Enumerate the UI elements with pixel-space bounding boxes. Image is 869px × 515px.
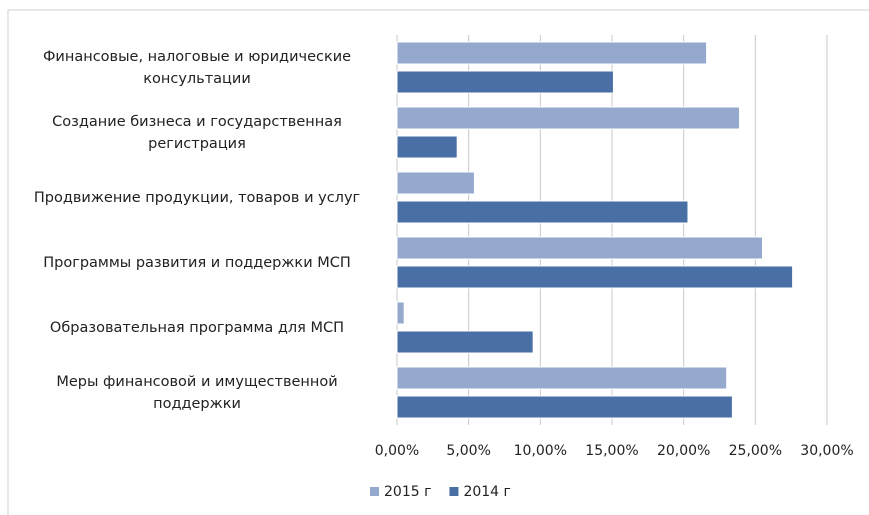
y-tick-label: Создание бизнеса и государственная регис… xyxy=(52,113,342,152)
x-tick-label: 0,00% xyxy=(375,443,419,459)
y-tick-label: Образовательная программа для МСП xyxy=(49,319,345,336)
bar xyxy=(396,70,614,94)
bar xyxy=(396,330,534,354)
y-tick-label: Продвижение продукции, товаров и услуг xyxy=(33,189,361,206)
x-tick-label: 10,00% xyxy=(514,443,567,459)
y-tick-label: Финансовые, налоговые и юридические конс… xyxy=(42,48,352,87)
legend-swatch xyxy=(370,487,379,496)
x-tick-label: 5,00% xyxy=(446,443,490,459)
bar xyxy=(396,236,763,260)
bar xyxy=(396,200,689,224)
y-tick-label: Программы развития и поддержки МСП xyxy=(43,254,351,271)
x-tick-label: 30,00% xyxy=(800,443,853,459)
frame xyxy=(7,9,869,515)
x-tick-label: 25,00% xyxy=(729,443,782,459)
x-tick-label: 15,00% xyxy=(585,443,638,459)
bar xyxy=(396,301,405,325)
bar xyxy=(396,135,458,159)
legend-label: 2015 г xyxy=(384,484,431,500)
x-tick-label: 20,00% xyxy=(657,443,710,459)
y-tick-label: Меры финансовой и имущественной поддержк… xyxy=(56,373,338,412)
bar xyxy=(396,265,794,289)
legend-label: 2014 г xyxy=(463,484,510,500)
bar xyxy=(396,395,733,419)
bar xyxy=(396,106,741,130)
legend-swatch xyxy=(449,487,459,496)
bar xyxy=(396,171,475,195)
bar xyxy=(396,366,728,390)
bar xyxy=(396,41,708,65)
